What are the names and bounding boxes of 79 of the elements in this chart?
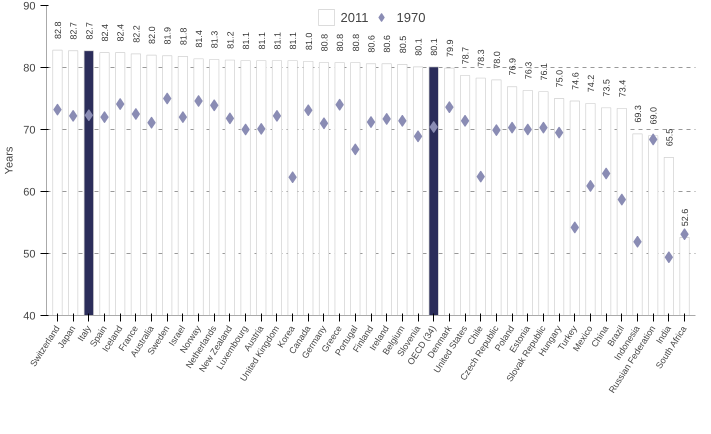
point [163, 92, 172, 104]
point [680, 228, 689, 240]
data-label: 80.8 [319, 34, 330, 52]
point [335, 98, 344, 111]
data-label: 73.5 [602, 79, 612, 97]
y-axis-title: Years [3, 146, 16, 174]
data-label: 79.9 [444, 39, 455, 57]
point [398, 114, 407, 127]
data-label: 82.2 [131, 25, 142, 43]
data-label: 80.6 [382, 35, 392, 53]
data-label: 82.4 [100, 24, 110, 42]
y-tick-label: 40 [23, 310, 36, 322]
data-label: 81.2 [225, 31, 236, 49]
point [524, 124, 532, 136]
data-label: 76.3 [523, 62, 534, 80]
data-label: 81.1 [256, 32, 267, 50]
data-label: 82.0 [147, 26, 158, 44]
legend-label: 2011 [340, 10, 369, 24]
point [178, 111, 188, 124]
data-label: 80.1 [429, 38, 440, 56]
point [460, 114, 470, 127]
point [664, 251, 674, 264]
y-tick-label: 90 [23, 0, 36, 12]
point [288, 171, 297, 184]
data-label: 74.2 [586, 74, 596, 92]
data-label: 82.7 [84, 22, 94, 40]
data-label: 76.1 [538, 62, 549, 81]
data-label: 82.4 [116, 24, 126, 42]
data-label: 78.3 [476, 49, 486, 67]
data-label: 82.8 [52, 21, 63, 39]
point [586, 180, 595, 192]
point [320, 117, 328, 130]
data-label: 80.5 [398, 36, 408, 54]
point [147, 116, 156, 129]
data-label: 82.7 [68, 22, 79, 40]
point [508, 122, 516, 134]
y-tick-label: 70 [23, 124, 36, 136]
point [492, 124, 501, 136]
point [633, 236, 642, 248]
point [241, 124, 250, 136]
data-label: 78.0 [492, 51, 502, 69]
point [68, 110, 78, 122]
data-label: 81.4 [194, 30, 204, 48]
point [366, 116, 376, 128]
data-label: 69.3 [633, 105, 643, 123]
point [539, 122, 548, 134]
point [100, 111, 109, 124]
y-tick-label: 60 [23, 186, 36, 198]
data-label: 80.8 [335, 34, 346, 52]
data-label: 81.1 [288, 32, 298, 50]
legend-label: 1970 [396, 10, 426, 24]
point [272, 110, 282, 122]
data-label: 81.3 [210, 30, 220, 48]
data-label: 81.9 [162, 27, 173, 45]
point [53, 104, 62, 116]
data-label: 76.9 [508, 58, 518, 76]
data-label: 80.8 [350, 34, 361, 52]
data-label: 80.1 [414, 38, 424, 56]
data-label: 75.0 [554, 70, 565, 88]
point [602, 168, 610, 180]
data-label: 81.8 [178, 28, 188, 46]
data-label: 81.0 [304, 32, 314, 50]
point [414, 130, 422, 142]
data-label: 80.6 [366, 35, 376, 53]
data-label: 65.5 [664, 128, 674, 146]
y-tick-label: 50 [23, 248, 36, 260]
point [445, 101, 454, 114]
point [554, 126, 564, 139]
data-label: 74.6 [570, 72, 580, 90]
data-label: 73.4 [617, 80, 628, 98]
data-label: 69.0 [648, 107, 659, 125]
data-label: 52.6 [680, 208, 690, 226]
point [226, 112, 234, 124]
point [194, 94, 203, 107]
data-label: 81.1 [241, 32, 252, 50]
data-label: 78.7 [460, 46, 471, 64]
y-tick-label: 80 [23, 62, 36, 74]
data-label: 81.1 [272, 32, 282, 50]
point [132, 108, 140, 120]
